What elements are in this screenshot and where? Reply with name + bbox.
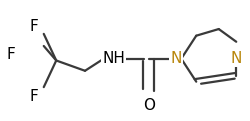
Text: F: F [30,89,38,104]
Text: N: N [230,51,242,66]
Text: F: F [30,19,38,34]
Text: O: O [143,98,155,113]
Text: NH: NH [102,51,125,66]
Text: N: N [170,51,182,66]
Text: F: F [7,47,16,62]
